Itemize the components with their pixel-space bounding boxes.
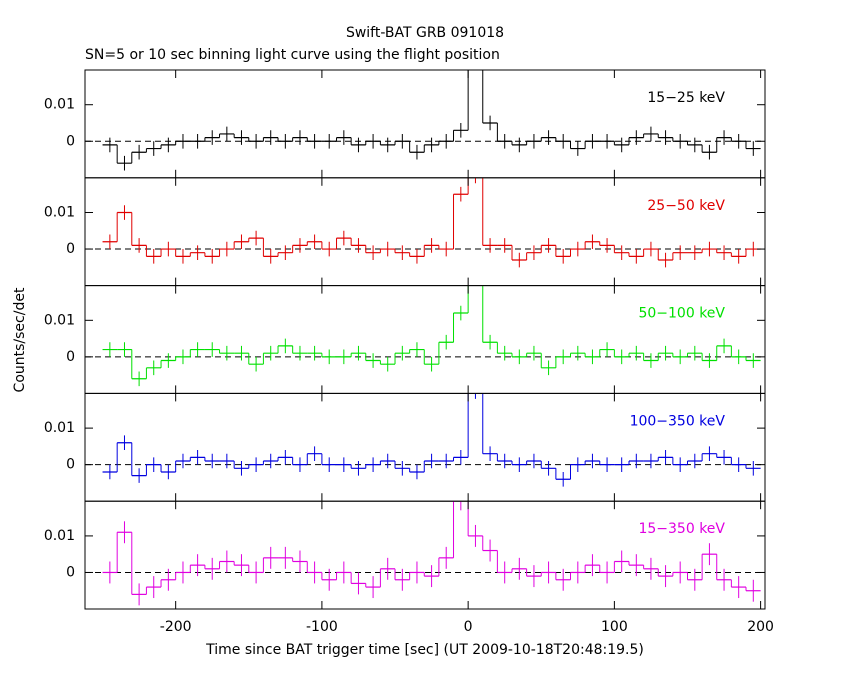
panel-label: 25−50 keV bbox=[647, 198, 725, 214]
panel-data bbox=[85, 70, 765, 171]
y-tick-label: 0 bbox=[66, 133, 75, 149]
panel-data bbox=[85, 177, 765, 268]
x-axis-label: Time since BAT trigger time [sec] (UT 20… bbox=[205, 642, 644, 658]
chart-title: Swift-BAT GRB 091018 bbox=[346, 25, 504, 41]
x-tick-label: -200 bbox=[160, 619, 192, 635]
panel-data bbox=[85, 285, 765, 387]
panel-label: 15−350 keV bbox=[638, 521, 725, 537]
y-tick-label: 0.01 bbox=[44, 205, 75, 221]
panel-frame bbox=[84, 69, 766, 179]
y-tick-label: 0 bbox=[66, 457, 75, 473]
y-tick-label: 0 bbox=[66, 241, 75, 257]
y-tick-label: 0 bbox=[66, 349, 75, 365]
x-tick-label: -100 bbox=[306, 619, 338, 635]
x-tick-label: 200 bbox=[747, 619, 774, 635]
panel-label: 50−100 keV bbox=[638, 306, 725, 322]
panel-label: 100−350 keV bbox=[630, 413, 726, 429]
panel-frame bbox=[84, 285, 766, 394]
y-tick-label: 0 bbox=[66, 564, 75, 580]
y-tick-label: 0.01 bbox=[44, 420, 75, 436]
y-tick-label: 0.01 bbox=[44, 97, 75, 113]
x-tick-label: 0 bbox=[464, 619, 473, 635]
panel-data bbox=[85, 393, 765, 487]
panel-frame bbox=[84, 392, 766, 502]
chart-subtitle: SN=5 or 10 sec binning light curve using… bbox=[85, 47, 500, 63]
y-tick-label: 0.01 bbox=[44, 312, 75, 328]
x-tick-label: 100 bbox=[601, 619, 628, 635]
panel-data bbox=[85, 501, 765, 606]
panel-label: 15−25 keV bbox=[647, 90, 725, 106]
y-tick-label: 0.01 bbox=[44, 528, 75, 544]
panel-frame bbox=[84, 500, 766, 610]
y-axis-label: Counts/sec/det bbox=[12, 287, 28, 392]
panel-frame bbox=[84, 177, 766, 287]
